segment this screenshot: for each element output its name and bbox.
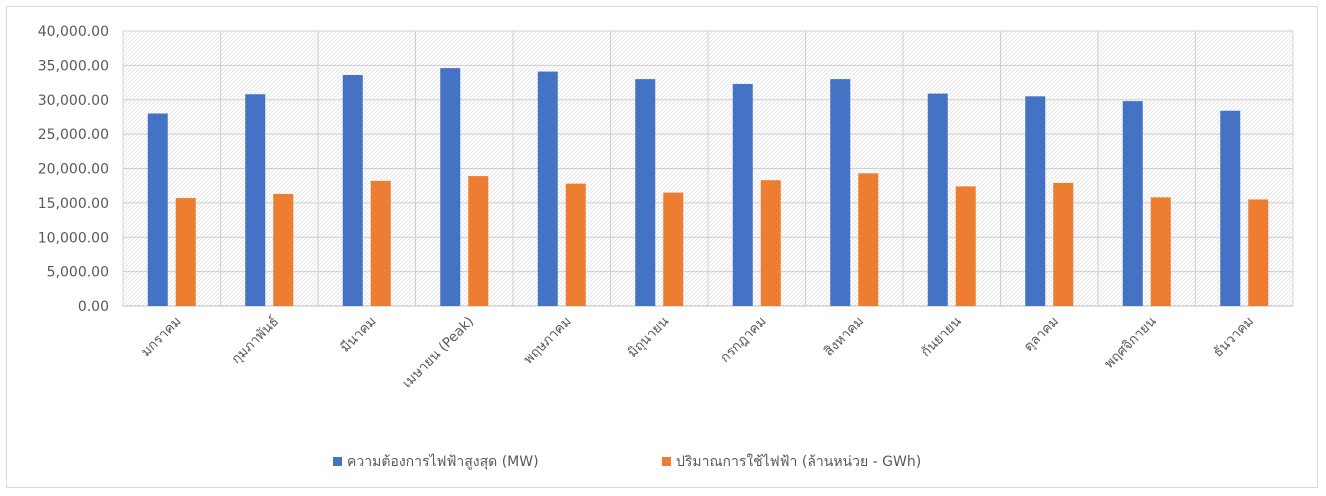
bar-peak-demand	[830, 79, 851, 306]
x-tick-label: สิงหาคม	[821, 314, 867, 360]
bar-consumption	[565, 183, 586, 306]
bar-consumption	[663, 192, 684, 306]
bar-peak-demand	[342, 75, 363, 306]
bar-consumption	[1150, 197, 1171, 306]
legend-label-peak-demand: ความต้องการไฟฟ้าสูงสุด (MW)	[347, 453, 539, 470]
bar-consumption	[175, 198, 196, 306]
x-tick-label: มกราคม	[138, 314, 185, 361]
x-tick-label: เมษายน (Peak)	[399, 314, 477, 392]
bar-peak-demand	[732, 83, 753, 306]
legend-swatch-peak-demand	[333, 457, 342, 466]
bar-consumption	[370, 180, 391, 306]
bar-consumption	[1053, 182, 1074, 306]
y-tick-label: 30,000.00	[38, 93, 109, 109]
x-tick-label: กุมภาพันธ์	[228, 313, 282, 367]
bar-peak-demand	[1122, 101, 1143, 306]
x-tick-label: พฤษภาคม	[521, 314, 575, 368]
legend-label-consumption: ปริมาณการใช้ไฟฟ้า (ล้านหน่วย - GWh)	[676, 453, 921, 470]
y-tick-label: 10,000.00	[38, 230, 109, 246]
bar-peak-demand	[537, 71, 558, 306]
bars	[147, 68, 1269, 306]
bar-consumption	[1248, 199, 1269, 306]
x-tick-label: มิถุนายน	[625, 314, 672, 361]
bar-peak-demand	[440, 68, 461, 306]
x-tick-label: ตุลาคม	[1021, 314, 1062, 355]
y-tick-label: 0.00	[78, 299, 109, 315]
bar-consumption	[858, 173, 879, 306]
y-tick-label: 40,000.00	[38, 24, 109, 40]
bar-peak-demand	[635, 79, 656, 306]
y-tick-label: 35,000.00	[38, 58, 109, 74]
y-axis-ticks: 0.00 5,000.00 10,000.00 15,000.00 20,000.00 2…	[38, 24, 109, 315]
y-tick-label: 25,000.00	[38, 127, 109, 143]
bar-peak-demand	[147, 113, 168, 306]
x-tick-label: มีนาคม	[337, 314, 379, 356]
bar-consumption	[955, 186, 976, 306]
legend: ความต้องการไฟฟ้าสูงสุด (MW) ปริมาณการใช้ไ…	[333, 453, 921, 470]
x-tick-label: ธันวาคม	[1210, 314, 1257, 361]
y-tick-label: 5,000.00	[47, 265, 109, 281]
bar-consumption	[760, 180, 781, 306]
bar-consumption	[273, 193, 294, 306]
legend-swatch-consumption	[662, 457, 671, 466]
bar-consumption	[468, 176, 489, 306]
bar-peak-demand	[245, 94, 266, 306]
x-tick-label: กรกฎาคม	[717, 314, 769, 366]
x-axis-ticks: มกราคม กุมภาพันธ์ มีนาคม เมษายน (Peak) พฤษภา…	[138, 313, 1257, 391]
bar-peak-demand	[927, 93, 948, 306]
bar-peak-demand	[1220, 110, 1241, 306]
x-tick-label: พฤศจิกายน	[1101, 314, 1159, 372]
x-tick-label: กันยายน	[918, 314, 965, 361]
gridlines	[122, 30, 1294, 307]
y-tick-label: 15,000.00	[38, 196, 109, 212]
y-tick-label: 20,000.00	[38, 162, 109, 178]
bar-peak-demand	[1025, 96, 1046, 306]
